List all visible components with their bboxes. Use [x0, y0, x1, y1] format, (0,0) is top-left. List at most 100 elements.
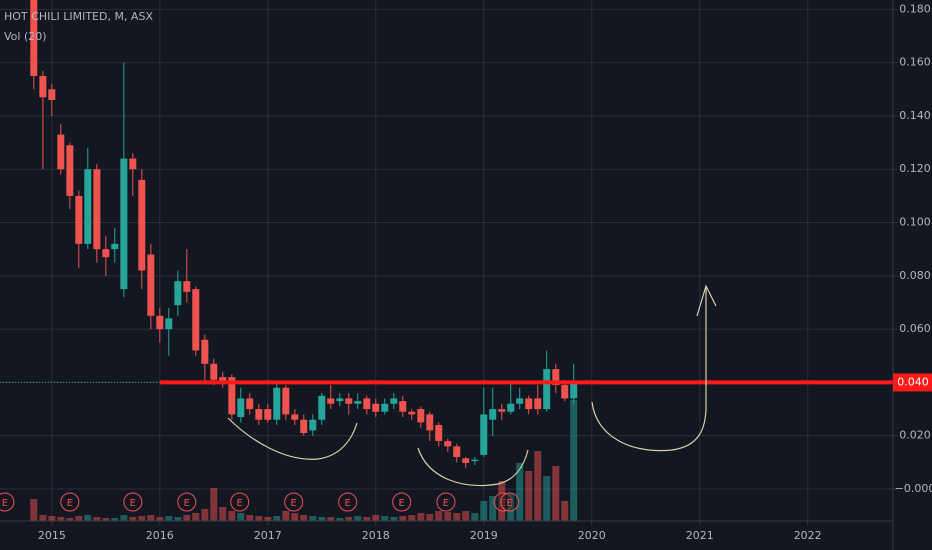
volume-bar [426, 514, 434, 521]
x-tick-label: 2019 [470, 529, 498, 542]
candle-body [435, 425, 443, 442]
earnings-label: E [345, 498, 351, 509]
candle-body [390, 398, 398, 404]
candle-body [561, 385, 569, 399]
candle-body [336, 398, 344, 402]
candle-body [210, 363, 218, 380]
candle-body [552, 369, 560, 386]
candle-body [525, 398, 533, 410]
earnings-label: E [130, 498, 136, 509]
volume-bar [120, 515, 128, 521]
x-tick-label: 2016 [146, 529, 174, 542]
candle-body [237, 398, 245, 418]
candle-body [444, 441, 452, 447]
candle-body [480, 414, 488, 455]
volume-bar [300, 515, 308, 521]
volume-bar [228, 511, 236, 521]
volume-bar [219, 507, 227, 521]
hand-drawn-annotations [227, 284, 717, 487]
volume-bar [336, 518, 344, 521]
candle-body [138, 179, 146, 271]
earnings-marker [284, 492, 304, 512]
volume-bar [147, 515, 155, 521]
y-tick-label: 0.160 [899, 56, 931, 69]
candle-body [381, 403, 389, 412]
volume-bar [57, 517, 65, 521]
candle-body [48, 89, 56, 100]
volume-bar [255, 516, 263, 521]
hand-arrowhead [696, 284, 717, 317]
candle-body [309, 419, 317, 431]
volume-bar [30, 499, 38, 521]
candle-body [462, 458, 470, 463]
volume-bar [345, 517, 353, 521]
volume-bar [408, 515, 416, 521]
volume-bar [273, 516, 281, 521]
earnings-label: E [399, 498, 405, 509]
volume-bar [309, 516, 317, 521]
marks [0, 0, 893, 521]
volume-bar [552, 466, 560, 521]
candle-body [354, 401, 362, 404]
candle-body [507, 403, 515, 412]
candle-body [246, 398, 254, 410]
y-tick-label: 0.120 [899, 162, 931, 175]
candle-body [75, 195, 83, 244]
earnings-marker [392, 492, 412, 512]
earnings-marker [230, 492, 250, 512]
volume-bar [264, 517, 272, 521]
volume-bar [138, 516, 146, 521]
y-tick-label: 0.020 [899, 429, 931, 442]
candle-body [282, 387, 290, 415]
volume-label: Vol (20) [4, 30, 47, 43]
candle-body [57, 134, 65, 170]
volume-bar [453, 513, 461, 521]
volume-bar [192, 513, 200, 521]
candle-body [543, 369, 551, 410]
candle-body [84, 169, 92, 244]
candle-body [30, 0, 38, 76]
volume-bar [156, 517, 164, 521]
earnings-marker [60, 492, 80, 512]
volume-bar [246, 515, 254, 521]
candle-body [489, 409, 497, 420]
volume-bar [561, 501, 569, 521]
earnings-marker [493, 492, 513, 512]
volume-bar [471, 513, 479, 521]
volume-bar [93, 517, 101, 521]
candle-body [300, 419, 308, 434]
candle-body [120, 158, 128, 290]
volume-bar [480, 501, 488, 521]
earnings-label: E [291, 498, 297, 509]
price-label-box [893, 373, 932, 392]
earnings-marker [500, 492, 520, 512]
volume-bar [174, 517, 182, 521]
volume-bar [534, 451, 542, 521]
hand-curve [227, 417, 358, 460]
candle-body [345, 398, 353, 404]
x-tick-label: 2017 [254, 529, 282, 542]
earnings-label: E [237, 498, 243, 509]
volume-bar [66, 518, 74, 521]
earnings-label: E [500, 498, 506, 509]
volume-bar [498, 481, 506, 521]
earnings-label: E [507, 498, 513, 509]
volume-bar [444, 512, 452, 521]
volume-bar [399, 516, 407, 521]
volume-bar [291, 513, 299, 521]
volume-bar [48, 516, 56, 521]
volume-bar [327, 517, 335, 521]
x-tick-label: 2015 [38, 529, 66, 542]
candle-body [255, 409, 263, 420]
volume-bar [417, 513, 425, 521]
hand-arrow [591, 288, 707, 452]
volume-bar [165, 516, 173, 521]
volume-bar [75, 516, 83, 521]
candle-body [102, 249, 110, 258]
volume-bar [372, 515, 380, 521]
earnings-marker [436, 492, 456, 512]
y-tick-label: −0.000 [895, 482, 932, 495]
y-tick-label: 0.080 [899, 269, 931, 282]
